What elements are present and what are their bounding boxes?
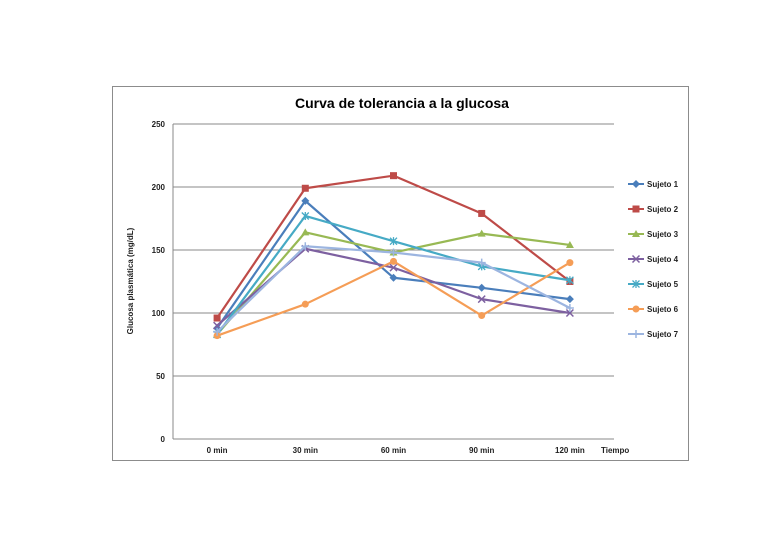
legend-item: Sujeto 6 (628, 305, 679, 314)
data-point (477, 283, 486, 292)
x-axis-ticks: 0 min 30 min 60 min 90 min 120 min (207, 446, 585, 455)
data-point (301, 300, 309, 308)
legend-item: Sujeto 1 (628, 180, 679, 189)
legend-item: Sujeto 3 (628, 230, 679, 239)
x-axis-label: Tiempo (601, 446, 629, 455)
y-tick-label: 0 (161, 435, 166, 444)
data-point (565, 240, 574, 248)
legend-label: Sujeto 3 (647, 230, 679, 239)
legend-label: Sujeto 7 (647, 330, 679, 339)
legend-label: Sujeto 1 (647, 180, 679, 189)
data-point (477, 258, 486, 267)
data-point (477, 295, 486, 304)
legend: Sujeto 1 Sujeto 2 Sujeto 3 Sujeto 4 Sujeto 5… (628, 180, 679, 339)
data-point (301, 242, 310, 251)
legend-label: Sujeto 6 (647, 305, 679, 314)
chart-frame (112, 86, 689, 461)
y-tick-label: 150 (152, 246, 166, 255)
data-point (213, 314, 221, 322)
legend-item: Sujeto 7 (628, 330, 679, 339)
data-point (213, 327, 222, 336)
y-tick-label: 250 (152, 120, 166, 129)
data-point (478, 209, 486, 217)
data-point (389, 263, 398, 272)
y-tick-label: 100 (152, 309, 166, 318)
legend-marker (632, 305, 640, 313)
data-point (477, 229, 486, 237)
y-tick-label: 200 (152, 183, 166, 192)
series-6 (213, 257, 574, 340)
series-2 (213, 172, 574, 322)
legend-item: Sujeto 4 (628, 254, 679, 264)
data-point (565, 295, 574, 304)
y-axis-ticks: 0 50 100 150 200 250 (152, 120, 166, 444)
legend-label: Sujeto 2 (647, 205, 679, 214)
legend-item: Sujeto 2 (628, 205, 679, 214)
data-point (301, 196, 310, 205)
legend-marker (632, 230, 640, 237)
legend-marker (632, 205, 640, 213)
x-tick-label: 30 min (293, 446, 318, 455)
series-line (216, 174, 571, 319)
data-point (565, 276, 574, 285)
legend-label: Sujeto 4 (647, 255, 679, 264)
y-axis-label: Glucosa plasmática (mg/dL) (126, 227, 135, 334)
series-7 (213, 242, 574, 336)
legend-label: Sujeto 5 (647, 280, 679, 289)
x-tick-label: 60 min (381, 446, 406, 455)
data-point (566, 259, 574, 267)
x-tick-label: 120 min (555, 446, 585, 455)
data-point (301, 211, 310, 220)
legend-item: Sujeto 5 (628, 280, 679, 289)
chart-title: Curva de tolerancia a la glucosa (295, 95, 509, 111)
data-point (390, 257, 397, 265)
y-tick-label: 50 (156, 372, 165, 381)
legend-marker (631, 254, 641, 264)
series-line (216, 231, 571, 336)
legend-marker (632, 330, 640, 338)
data-point (565, 308, 574, 318)
data-point (213, 321, 222, 330)
x-tick-label: 90 min (469, 446, 494, 455)
legend-marker (632, 180, 640, 188)
series-layer (213, 172, 574, 340)
data-point (301, 184, 309, 192)
gridlines (173, 123, 614, 377)
data-point (389, 248, 398, 257)
data-point (478, 312, 486, 320)
data-point (390, 172, 397, 180)
legend-marker (632, 280, 640, 288)
data-point (389, 237, 398, 246)
x-tick-label: 0 min (207, 446, 228, 455)
data-point (565, 303, 574, 312)
data-point (389, 273, 398, 282)
data-point (301, 228, 310, 236)
